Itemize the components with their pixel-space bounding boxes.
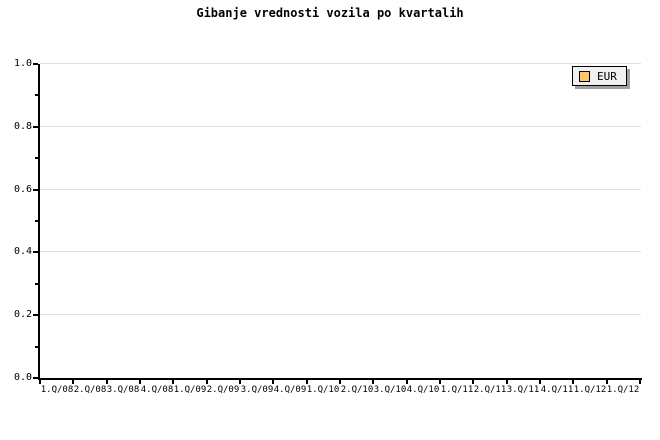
- legend-swatch-eur-icon: [579, 70, 590, 82]
- x-axis-tick: [539, 380, 541, 384]
- x-axis-tick: [206, 380, 208, 384]
- gridline: [40, 63, 641, 64]
- y-axis-major-tick: [33, 63, 38, 65]
- y-axis-minor-tick: [35, 157, 38, 159]
- y-axis-minor-tick: [35, 220, 38, 222]
- y-axis-minor-tick: [35, 283, 38, 285]
- x-axis-tick-label: 2.Q/11: [473, 385, 507, 395]
- y-axis-tick-label: 0.8: [13, 121, 32, 132]
- x-axis-tick: [272, 380, 274, 384]
- y-axis-tick-label: 0.4: [13, 246, 32, 257]
- x-axis-tick: [372, 380, 374, 384]
- y-axis-line: [38, 64, 40, 380]
- x-axis-tick-label: 3.Q/10: [373, 385, 407, 395]
- y-axis-tick-label: 0.0: [13, 372, 32, 383]
- y-axis-tick-label: 0.2: [13, 309, 32, 320]
- x-axis-tick: [72, 380, 74, 384]
- legend: EUR: [572, 66, 627, 86]
- chart-title: Gibanje vrednosti vozila po kvartalih: [196, 6, 464, 20]
- x-axis-tick: [606, 380, 608, 384]
- x-axis-line: [38, 378, 642, 380]
- x-axis-tick-label: 1.Q/10: [306, 385, 340, 395]
- x-axis-tick: [339, 380, 341, 384]
- x-axis-tick-label: 2.Q/08: [73, 385, 107, 395]
- x-axis-tick: [406, 380, 408, 384]
- x-axis-tick: [106, 380, 108, 384]
- y-axis-major-tick: [33, 126, 38, 128]
- y-axis-minor-tick: [35, 346, 38, 348]
- x-axis-tick-label: 4.Q/09: [273, 385, 307, 395]
- x-axis-tick-label: 3.Q/08: [106, 385, 140, 395]
- x-axis-tick: [639, 380, 641, 384]
- x-axis-tick-label: 2.Q/09: [206, 385, 240, 395]
- x-axis-tick-label: 1.Q/11: [440, 385, 474, 395]
- x-axis-tick: [572, 380, 574, 384]
- x-axis-tick-label: 4.Q/11: [540, 385, 574, 395]
- gridline: [40, 314, 641, 315]
- x-axis-tick-label: 4.Q/10: [406, 385, 440, 395]
- x-axis-tick: [439, 380, 441, 384]
- gridline: [40, 251, 641, 252]
- x-axis-tick: [139, 380, 141, 384]
- y-axis-minor-tick: [35, 94, 38, 96]
- x-axis-tick: [472, 380, 474, 384]
- y-axis-major-tick: [33, 189, 38, 191]
- x-axis-tick-label: 1.Q/09: [173, 385, 207, 395]
- x-axis-tick: [172, 380, 174, 384]
- y-axis-major-tick: [33, 314, 38, 316]
- gridline: [40, 189, 641, 190]
- plot-area: [40, 64, 640, 378]
- y-axis-major-tick: [33, 377, 38, 379]
- x-axis-tick-label: 1.Q/12: [573, 385, 607, 395]
- x-axis-tick: [239, 380, 241, 384]
- x-axis-tick-label: 1.Q/12: [606, 385, 640, 395]
- legend-label-eur: EUR: [597, 69, 617, 83]
- gridline: [40, 126, 641, 127]
- x-axis-tick-label: 2.Q/10: [340, 385, 374, 395]
- x-axis-tick: [506, 380, 508, 384]
- x-axis-tick: [306, 380, 308, 384]
- x-axis-tick-label: 1.Q/08: [40, 385, 74, 395]
- x-axis-tick: [39, 380, 41, 384]
- x-axis-tick-label: 4.Q/08: [140, 385, 174, 395]
- y-axis-major-tick: [33, 251, 38, 253]
- y-axis-tick-label: 0.6: [13, 184, 32, 195]
- x-axis-tick-label: 3.Q/11: [506, 385, 540, 395]
- y-axis-tick-label: 1.0: [13, 58, 32, 69]
- x-axis-tick-label: 3.Q/09: [240, 385, 274, 395]
